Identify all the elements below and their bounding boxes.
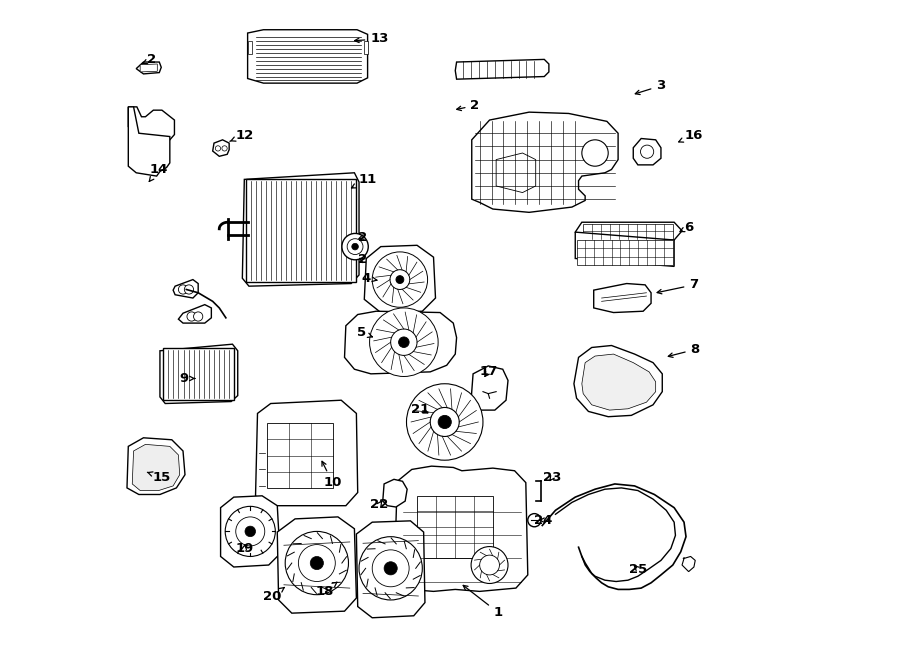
- Text: 2: 2: [142, 53, 157, 66]
- Text: 22: 22: [370, 498, 389, 511]
- Circle shape: [225, 506, 275, 557]
- Circle shape: [222, 146, 227, 151]
- Bar: [417, 496, 493, 559]
- Polygon shape: [129, 107, 175, 140]
- Circle shape: [384, 562, 397, 575]
- Circle shape: [373, 550, 410, 587]
- Text: 14: 14: [149, 163, 167, 181]
- Polygon shape: [248, 41, 252, 54]
- Text: 2: 2: [358, 254, 367, 266]
- Text: 10: 10: [322, 461, 342, 489]
- Bar: [163, 348, 234, 400]
- Circle shape: [399, 337, 410, 348]
- Polygon shape: [574, 346, 662, 416]
- Text: 19: 19: [235, 542, 254, 555]
- Polygon shape: [127, 438, 185, 495]
- Circle shape: [396, 275, 404, 283]
- Text: 13: 13: [355, 32, 389, 46]
- Text: 15: 15: [148, 471, 171, 484]
- Text: 24: 24: [534, 514, 552, 527]
- Circle shape: [480, 555, 500, 575]
- Text: 17: 17: [479, 365, 498, 379]
- Polygon shape: [382, 479, 407, 507]
- Polygon shape: [242, 173, 359, 286]
- Polygon shape: [594, 283, 651, 312]
- Text: 3: 3: [635, 79, 666, 95]
- Polygon shape: [634, 138, 661, 165]
- Circle shape: [527, 514, 541, 527]
- Text: 11: 11: [352, 173, 377, 188]
- Circle shape: [347, 239, 363, 254]
- Text: 9: 9: [180, 372, 194, 385]
- Circle shape: [310, 557, 323, 569]
- Circle shape: [342, 234, 368, 260]
- Bar: [266, 423, 333, 488]
- Text: 16: 16: [679, 128, 703, 142]
- Circle shape: [407, 384, 483, 460]
- Text: 20: 20: [263, 587, 284, 603]
- Polygon shape: [256, 401, 357, 506]
- Polygon shape: [132, 444, 180, 491]
- Polygon shape: [575, 232, 674, 266]
- Circle shape: [370, 308, 438, 377]
- Polygon shape: [356, 521, 425, 618]
- Circle shape: [391, 329, 417, 355]
- Circle shape: [359, 537, 422, 600]
- Polygon shape: [178, 305, 212, 323]
- Polygon shape: [394, 466, 527, 591]
- Polygon shape: [496, 153, 536, 193]
- Text: 21: 21: [411, 403, 429, 416]
- Text: 2: 2: [456, 99, 480, 112]
- Text: 18: 18: [316, 582, 337, 598]
- Circle shape: [641, 145, 653, 158]
- Text: 5: 5: [357, 326, 373, 340]
- Polygon shape: [173, 279, 198, 298]
- Polygon shape: [682, 557, 695, 571]
- Text: 12: 12: [230, 128, 254, 142]
- Polygon shape: [136, 62, 161, 74]
- Circle shape: [581, 140, 608, 166]
- Circle shape: [285, 532, 348, 594]
- Circle shape: [299, 545, 336, 581]
- Polygon shape: [212, 140, 230, 156]
- Polygon shape: [364, 246, 436, 312]
- Circle shape: [178, 285, 187, 294]
- Text: 8: 8: [669, 343, 700, 357]
- Text: 6: 6: [680, 221, 693, 234]
- Polygon shape: [140, 64, 158, 72]
- Circle shape: [184, 285, 194, 294]
- Circle shape: [373, 252, 427, 307]
- Circle shape: [438, 415, 451, 428]
- Bar: [246, 179, 356, 281]
- Polygon shape: [345, 311, 456, 374]
- Circle shape: [352, 244, 358, 250]
- Polygon shape: [220, 496, 280, 567]
- Polygon shape: [248, 30, 367, 83]
- Circle shape: [245, 526, 256, 537]
- Text: 2: 2: [358, 231, 367, 244]
- Circle shape: [390, 269, 410, 289]
- Polygon shape: [471, 366, 508, 410]
- Text: 25: 25: [629, 563, 648, 576]
- Polygon shape: [575, 222, 682, 240]
- Circle shape: [471, 547, 508, 583]
- Bar: [577, 240, 673, 265]
- Text: 1: 1: [464, 585, 503, 619]
- Circle shape: [215, 146, 220, 151]
- Text: 4: 4: [362, 272, 377, 285]
- Circle shape: [236, 517, 265, 546]
- Polygon shape: [277, 517, 356, 613]
- Polygon shape: [160, 344, 238, 404]
- Text: 7: 7: [657, 278, 698, 294]
- Polygon shape: [581, 354, 656, 410]
- Polygon shape: [455, 60, 549, 79]
- Polygon shape: [364, 41, 367, 54]
- Text: 23: 23: [543, 471, 562, 484]
- Circle shape: [430, 408, 459, 436]
- Circle shape: [187, 312, 196, 321]
- Polygon shape: [129, 107, 170, 176]
- Polygon shape: [472, 112, 618, 213]
- Bar: [583, 224, 673, 239]
- Circle shape: [194, 312, 202, 321]
